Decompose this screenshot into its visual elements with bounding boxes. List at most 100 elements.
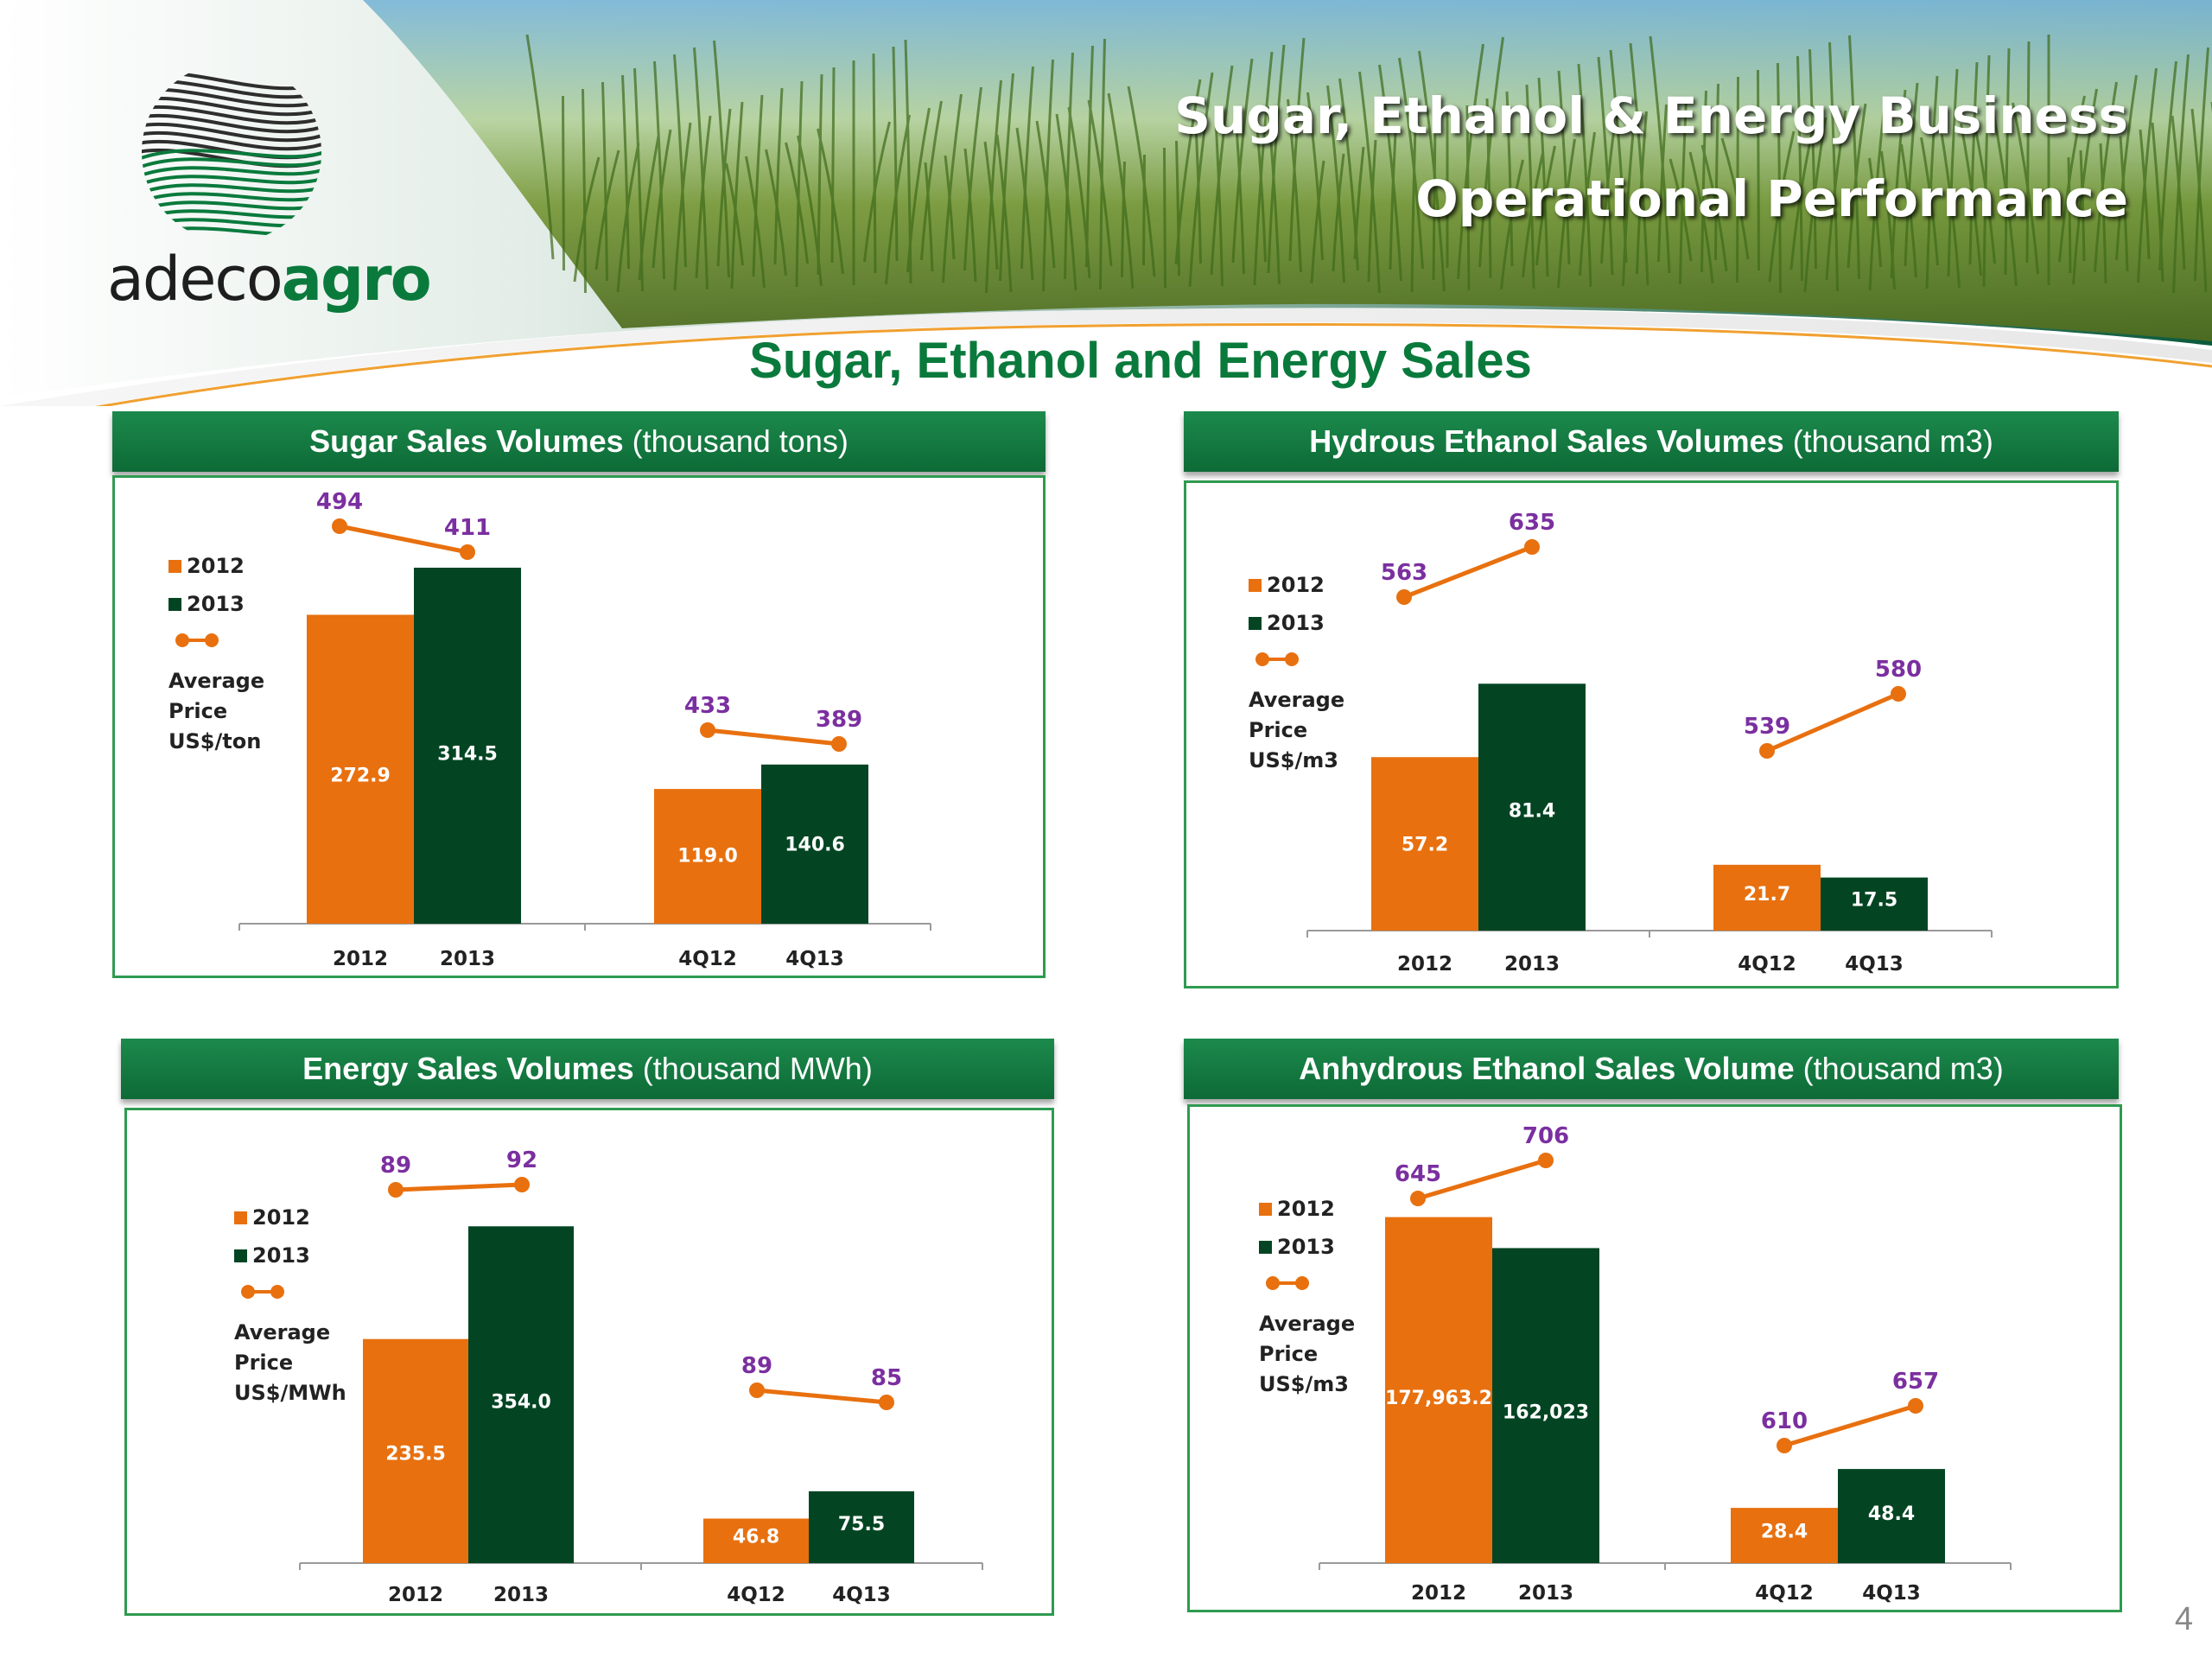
anhydrous-ethanol-chart: 177,963.2 162,023 28.4 48.4 2012 2013 4Q12 4Q13…	[1319, 1123, 2012, 1605]
price-line	[339, 524, 468, 555]
price-label: 389	[816, 707, 862, 733]
bar-2012	[1371, 757, 1478, 931]
hydrous-ethanol-chart-box: 57.2 81.4 21.7 17.5 2012 2013 4Q12 4Q13 563 635 53…	[1184, 480, 2119, 988]
price-line	[756, 1388, 887, 1405]
legend-price-unit: US$/m3	[1259, 1371, 1349, 1396]
bar-value-label: 235.5	[385, 1444, 446, 1465]
price-point	[700, 722, 715, 738]
sugarcane-field-illustration	[525, 34, 2212, 294]
x-tick-label: 2012	[388, 1584, 443, 1606]
price-label: 635	[1509, 510, 1555, 536]
legend-price-label-1: Average	[1259, 1312, 1356, 1336]
price-label: 89	[380, 1153, 411, 1179]
anhydrous-ethanol-panel: Anhydrous Ethanol Sales Volume (thousand…	[1184, 1039, 2122, 1612]
bar-2013	[1492, 1248, 1599, 1563]
legend-item-2013: 2013	[1249, 604, 1344, 642]
legend-price-line-icon	[175, 632, 219, 649]
legend-price-unit: US$/MWh	[234, 1380, 346, 1405]
bar-value-label: 140.6	[785, 834, 845, 855]
price-point	[1908, 1398, 1923, 1414]
panel-unit: (thousand tons)	[632, 423, 849, 459]
legend-price-label-2: Price	[234, 1350, 294, 1375]
x-tick-label: 4Q13	[1845, 953, 1904, 976]
x-tick-label: 2012	[1397, 953, 1452, 976]
energy-sales-panel: Energy Sales Volumes (thousand MWh) 235.…	[121, 1039, 1054, 1616]
bar-value-label: 75.5	[838, 1514, 885, 1535]
price-point	[879, 1395, 894, 1410]
price-point	[332, 518, 347, 534]
legend-price-label-1: Average	[234, 1320, 331, 1344]
panel-title: Energy Sales Volumes	[302, 1051, 634, 1086]
price-line	[1417, 1158, 1547, 1201]
price-label: 494	[316, 489, 363, 515]
anhydrous-chart-legend: 2012 2013 Average Price US$/m3	[1259, 1190, 1355, 1399]
adecoagro-logo-icon	[142, 70, 321, 238]
x-tick-label: 2013	[440, 948, 495, 970]
bar-value-label: 177,963.2	[1385, 1388, 1492, 1409]
price-label: 645	[1395, 1161, 1441, 1187]
legend-label-2012: 2012	[1267, 572, 1325, 597]
price-line	[1766, 691, 1899, 753]
bar-value-label: 314.5	[437, 743, 498, 765]
x-tick-label: 2013	[1504, 953, 1560, 976]
bar-value-label: 21.7	[1744, 884, 1790, 906]
bar-value-label: 28.4	[1761, 1522, 1808, 1543]
legend-price-line-icon	[1266, 1274, 1309, 1292]
logo-text-agro: agro	[281, 244, 432, 315]
price-label: 563	[1381, 560, 1427, 586]
legend-item-2013: 2013	[234, 1236, 346, 1274]
panel-unit: (thousand m3)	[1802, 1051, 2004, 1086]
price-line	[395, 1182, 523, 1192]
price-point	[1396, 589, 1412, 605]
x-tick-label: 4Q12	[678, 948, 737, 970]
legend-item-2012: 2012	[234, 1198, 346, 1236]
hydrous-ethanol-panel: Hydrous Ethanol Sales Volumes (thousand …	[1184, 411, 2119, 988]
legend-swatch-2013	[1249, 616, 1262, 630]
price-label: 85	[871, 1365, 902, 1391]
legend-swatch-2012	[1249, 578, 1262, 592]
x-tick-label: 4Q12	[727, 1584, 785, 1606]
anhydrous-ethanol-chart-box: 177,963.2 162,023 28.4 48.4 2012 2013 4Q12 4Q13…	[1187, 1104, 2122, 1612]
price-line	[1403, 544, 1533, 600]
company-logo-wordmark: adecoagro	[107, 244, 432, 315]
legend-price-label-1: Average	[168, 669, 265, 693]
bar-value-label: 57.2	[1402, 835, 1448, 856]
sugar-sales-chart: 272.9 314.5 119.0 140.6 2012 2013 4Q12 4Q13 494 4…	[238, 489, 931, 970]
price-label: 539	[1744, 714, 1790, 740]
price-label: 411	[444, 515, 491, 541]
legend-label-2012: 2012	[187, 553, 245, 578]
x-tick-label: 2012	[333, 948, 388, 970]
price-point	[831, 736, 847, 752]
price-label: 657	[1892, 1369, 1939, 1395]
x-tick-label: 4Q13	[832, 1584, 891, 1606]
energy-sales-chart: 235.5 354.0 46.8 75.5 2012 2013 4Q12 4Q13 89 92 89…	[299, 1147, 983, 1606]
bar-value-label: 46.8	[733, 1526, 779, 1548]
price-point	[1538, 1153, 1554, 1168]
bar-2012	[307, 614, 414, 924]
panel-title: Anhydrous Ethanol Sales Volume	[1299, 1051, 1795, 1086]
legend-swatch-2012	[168, 559, 181, 573]
bar-4Q13	[809, 1491, 914, 1563]
x-tick-label: 2013	[1518, 1582, 1573, 1605]
bar-4Q12	[1713, 864, 1821, 931]
price-line	[707, 728, 840, 747]
bar-2012	[363, 1338, 468, 1563]
price-point	[514, 1177, 530, 1192]
page-number: 4	[2174, 1601, 2193, 1637]
legend-price-label-1: Average	[1249, 688, 1345, 712]
anhydrous-ethanol-panel-header: Anhydrous Ethanol Sales Volume (thousand…	[1184, 1039, 2119, 1099]
price-label: 92	[506, 1147, 537, 1173]
bar-2013	[1478, 683, 1586, 931]
panel-title: Hydrous Ethanol Sales Volumes	[1309, 423, 1784, 459]
legend-swatch-2013	[168, 597, 181, 611]
bar-value-label: 81.4	[1509, 801, 1555, 823]
panel-unit: (thousand MWh)	[642, 1051, 873, 1086]
price-point	[749, 1382, 765, 1398]
x-tick-label: 4Q13	[1862, 1582, 1921, 1605]
legend-price-line-icon	[1255, 651, 1299, 668]
bar-2012	[1385, 1217, 1492, 1563]
price-point	[1410, 1191, 1426, 1206]
legend-price-unit: US$/ton	[168, 728, 262, 753]
bar-2013	[414, 568, 521, 924]
bar-value-label: 17.5	[1851, 890, 1897, 912]
